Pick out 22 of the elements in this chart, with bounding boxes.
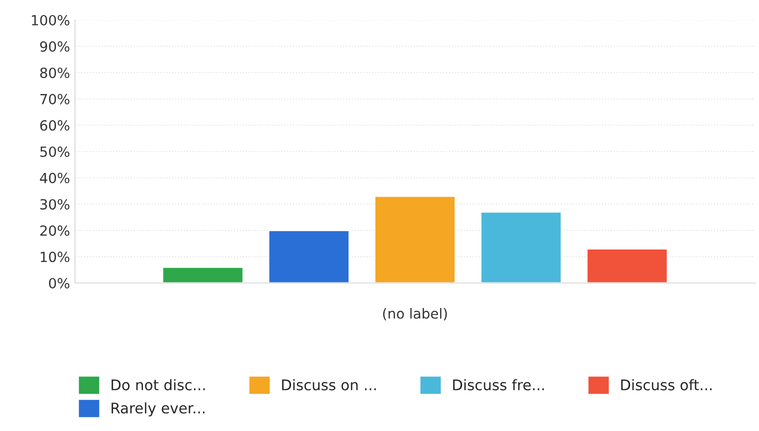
bar bbox=[480, 211, 562, 283]
y-tick-label: 40% bbox=[40, 172, 70, 184]
bar bbox=[268, 230, 350, 283]
bar bbox=[586, 248, 668, 283]
y-tick-label: 50% bbox=[40, 146, 70, 157]
y-tick-label: 10% bbox=[40, 252, 70, 262]
y-tick-label: 70% bbox=[40, 94, 70, 104]
bar bbox=[162, 266, 244, 283]
legend-label: Discuss oft... bbox=[621, 379, 712, 390]
x-tick-label: (no label) bbox=[383, 308, 447, 320]
legend-label: Discuss on ... bbox=[282, 379, 376, 390]
y-tick-label: 20% bbox=[40, 225, 70, 236]
y-tick-label: 90% bbox=[40, 41, 70, 52]
y-tick-label: 0% bbox=[49, 278, 70, 288]
legend-label: Discuss fre... bbox=[453, 379, 544, 390]
y-tick-label: 100% bbox=[32, 14, 70, 26]
y-tick-label: 60% bbox=[40, 120, 70, 131]
bar bbox=[374, 196, 456, 283]
y-tick-label: 30% bbox=[40, 199, 70, 210]
legend-label: Rarely ever... bbox=[112, 402, 204, 416]
y-tick-label: 80% bbox=[40, 68, 70, 78]
legend-label: Do not disc... bbox=[112, 379, 205, 390]
